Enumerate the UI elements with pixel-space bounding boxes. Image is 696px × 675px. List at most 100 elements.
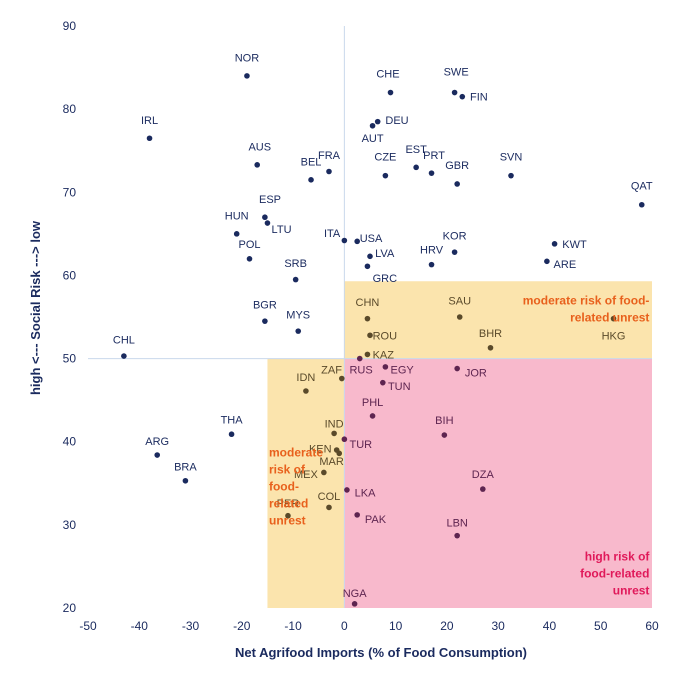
y-tick-label: 50 <box>63 352 77 366</box>
point-prt <box>428 170 435 176</box>
point-label-usa: USA <box>360 233 383 245</box>
annotation-line: moderate <box>269 446 323 460</box>
point-tha <box>228 431 235 438</box>
point-label-are: ARE <box>554 259 577 271</box>
point-dza <box>480 486 486 492</box>
point-label-est: EST <box>405 144 427 156</box>
point-tur <box>341 436 348 443</box>
y-tick-label: 40 <box>63 435 77 449</box>
point-arg <box>154 452 161 458</box>
x-axis-ticks: -50 -40 -30 -20 -10 0 10 20 30 40 50 60 <box>79 619 659 633</box>
point-esp <box>262 214 268 221</box>
point-label-bel: BEL <box>301 157 322 169</box>
point-label-chl: CHL <box>113 334 135 346</box>
annotation-line: food-related <box>580 566 649 580</box>
point-che <box>387 89 394 96</box>
point-label-gbr: GBR <box>445 160 469 172</box>
point-label-bra: BRA <box>174 462 197 474</box>
point-hun <box>233 231 240 237</box>
x-axis-title: Net Agrifood Imports (% of Food Consumpt… <box>235 645 527 660</box>
threshold-lines <box>88 26 652 608</box>
point-bra <box>182 477 189 484</box>
point-kor <box>451 249 458 255</box>
point-label-idn: IDN <box>296 372 315 384</box>
point-est <box>413 164 419 171</box>
point-hrv <box>428 261 435 268</box>
region-annotations: moderate risk of food-related unrest mode… <box>269 293 650 597</box>
point-label-bhr: BHR <box>479 328 502 340</box>
point-bgr <box>262 318 268 324</box>
point-egy <box>382 364 389 370</box>
point-lbn <box>454 532 460 539</box>
point-label-srb: SRB <box>284 258 307 270</box>
point-label-arg: ARG <box>145 436 169 448</box>
point-label-nor: NOR <box>235 53 260 65</box>
annotation-line: related <box>269 497 308 511</box>
x-tick-label: 40 <box>543 619 557 633</box>
annotation-line: unrest <box>613 583 650 597</box>
point-label-nga: NGA <box>343 588 368 600</box>
point-ltu <box>264 220 271 226</box>
point-label-mar: MAR <box>319 456 344 468</box>
x-tick-label: -50 <box>79 619 97 633</box>
point-fin <box>459 93 466 100</box>
point-cze <box>382 172 389 179</box>
point-rou <box>367 332 373 339</box>
point-label-deu: DEU <box>385 115 408 127</box>
point-kaz <box>364 351 371 358</box>
point-label-ita: ITA <box>324 228 341 240</box>
point-grc <box>364 263 371 270</box>
point-label-pol: POL <box>239 239 261 251</box>
point-pak <box>354 512 360 518</box>
point-idn <box>303 388 309 394</box>
point-label-mys: MYS <box>286 310 310 322</box>
point-aus <box>254 162 260 168</box>
point-label-lka: LKA <box>355 487 376 499</box>
region-high <box>344 358 652 608</box>
point-bih <box>441 432 448 438</box>
x-tick-label: -20 <box>233 619 251 633</box>
point-label-grc: GRC <box>373 273 398 285</box>
point-fra <box>326 168 332 175</box>
point-usa <box>354 238 360 245</box>
x-tick-label: -10 <box>284 619 302 633</box>
point-tun <box>380 379 386 386</box>
y-tick-label: 60 <box>63 268 77 282</box>
point-nga <box>351 601 358 607</box>
region-annotation-1: moderate risk of food-related unrest <box>523 293 650 324</box>
point-bel <box>308 177 314 183</box>
point-sau <box>456 314 463 320</box>
point-srb <box>292 276 299 283</box>
point-label-zaf: ZAF <box>321 364 342 376</box>
region-moderate-top <box>344 281 652 359</box>
point-label-fin: FIN <box>470 92 488 104</box>
point-label-rou: ROU <box>373 330 398 342</box>
point-label-bgr: BGR <box>253 300 277 312</box>
point-lva <box>367 253 373 260</box>
y-tick-label: 30 <box>63 518 77 532</box>
x-tick-label: 60 <box>645 619 659 633</box>
point-phl <box>369 413 376 419</box>
point-label-aus: AUS <box>248 142 271 154</box>
annotation-line: food- <box>269 480 299 494</box>
point-label-irl: IRL <box>141 115 158 127</box>
point-label-bih: BIH <box>435 415 453 427</box>
x-tick-label: 10 <box>389 619 403 633</box>
annotation-line: related unrest <box>570 310 649 324</box>
risk-regions <box>267 281 652 608</box>
point-mar <box>336 450 343 457</box>
point-chl <box>121 353 127 359</box>
point-label-col: COL <box>318 491 341 503</box>
point-hkg <box>610 315 617 322</box>
point-label-tun: TUN <box>388 381 411 393</box>
point-kwt <box>551 241 558 247</box>
point-label-hrv: HRV <box>420 245 444 257</box>
point-label-fra: FRA <box>318 150 341 162</box>
y-tick-label: 80 <box>63 102 77 116</box>
point-label-lbn: LBN <box>446 517 467 529</box>
point-pol <box>246 255 253 262</box>
point-mex <box>321 469 327 476</box>
point-nor <box>244 73 250 79</box>
point-jor <box>454 365 460 372</box>
